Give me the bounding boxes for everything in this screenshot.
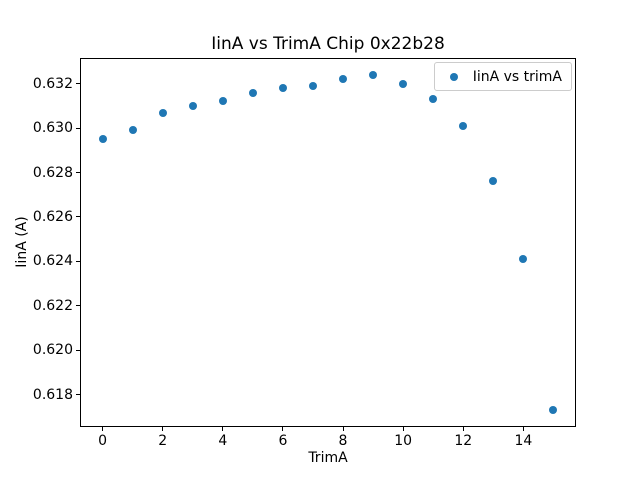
- x-tick: [162, 427, 164, 431]
- legend-marker-icon: [449, 72, 458, 81]
- y-tick: [76, 394, 80, 396]
- data-point: [98, 135, 107, 144]
- y-tick: [76, 349, 80, 351]
- x-tick-label: 6: [278, 433, 288, 449]
- data-point: [429, 95, 438, 104]
- x-tick: [522, 427, 524, 431]
- legend-label: IinA vs trimA: [472, 68, 562, 85]
- y-tick: [76, 305, 80, 307]
- chart-title: IinA vs TrimA Chip 0x22b28: [211, 34, 445, 54]
- legend: IinA vs trimA: [433, 62, 572, 91]
- data-point: [519, 255, 528, 264]
- x-tick-label: 2: [158, 433, 168, 449]
- y-tick: [76, 216, 80, 218]
- data-point: [369, 70, 378, 79]
- y-tick-label: 0.626: [32, 208, 73, 225]
- data-point: [128, 126, 137, 135]
- x-tick: [342, 427, 344, 431]
- y-tick-label: 0.622: [32, 297, 73, 314]
- y-tick: [76, 172, 80, 174]
- y-tick-label: 0.630: [32, 120, 73, 137]
- x-tick: [222, 427, 224, 431]
- x-tick-label: 8: [338, 433, 348, 449]
- x-tick: [102, 427, 104, 431]
- data-point: [549, 406, 558, 415]
- x-tick: [282, 427, 284, 431]
- data-point: [278, 84, 287, 93]
- data-point: [248, 88, 257, 97]
- x-axis-label: TrimA: [308, 450, 348, 466]
- plot-area: [80, 58, 576, 427]
- data-point: [339, 75, 348, 84]
- data-point: [188, 101, 197, 110]
- y-tick-label: 0.632: [32, 75, 73, 92]
- x-tick-label: 12: [454, 433, 473, 449]
- y-tick: [76, 83, 80, 85]
- x-tick-label: 4: [218, 433, 228, 449]
- data-point: [308, 81, 317, 90]
- x-tick-label: 14: [514, 433, 533, 449]
- x-tick: [402, 427, 404, 431]
- y-tick-label: 0.618: [32, 386, 73, 403]
- x-tick-label: 0: [98, 433, 107, 449]
- data-point: [489, 177, 498, 186]
- y-tick-label: 0.620: [32, 342, 73, 359]
- x-tick: [462, 427, 464, 431]
- data-point: [459, 121, 468, 130]
- data-point: [158, 108, 167, 117]
- y-tick-label: 0.624: [32, 253, 73, 270]
- y-tick-label: 0.628: [32, 164, 73, 181]
- x-tick-label: 10: [394, 433, 413, 449]
- data-point: [399, 79, 408, 88]
- y-tick: [76, 127, 80, 129]
- data-point: [218, 97, 227, 106]
- y-tick: [76, 260, 80, 262]
